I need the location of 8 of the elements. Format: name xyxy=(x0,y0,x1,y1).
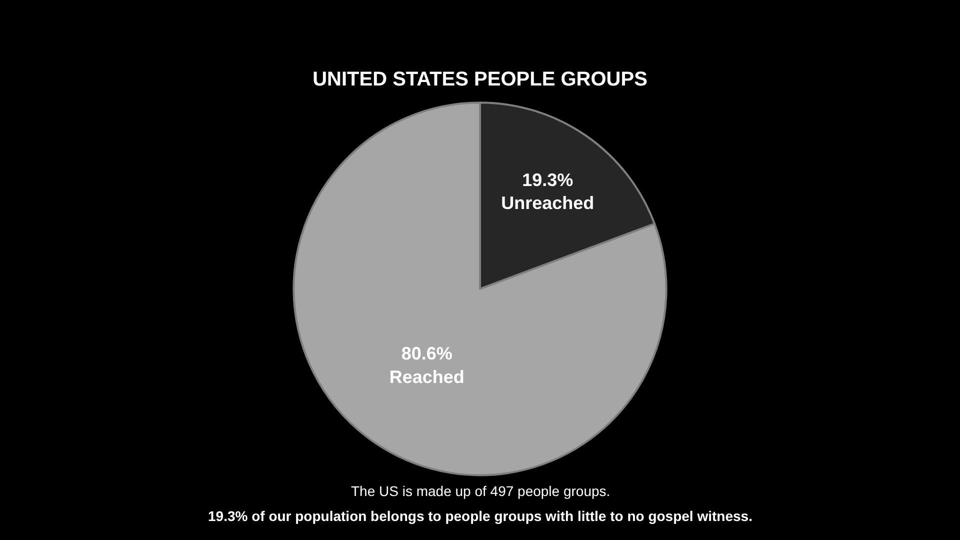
pie-slice xyxy=(292,102,668,476)
data-label: 19.3% xyxy=(522,170,574,190)
chart-title: UNITED STATES PEOPLE GROUPS xyxy=(312,68,648,90)
text: The US is made up of 497 people groups. xyxy=(351,483,610,499)
text: 19.3% of our population belongs to people groups with little to no gospel witness. xyxy=(208,508,752,524)
data-label: 80.6% xyxy=(401,344,452,364)
slice-label: Unreached xyxy=(501,193,594,214)
slice-label: Reached xyxy=(389,367,464,388)
